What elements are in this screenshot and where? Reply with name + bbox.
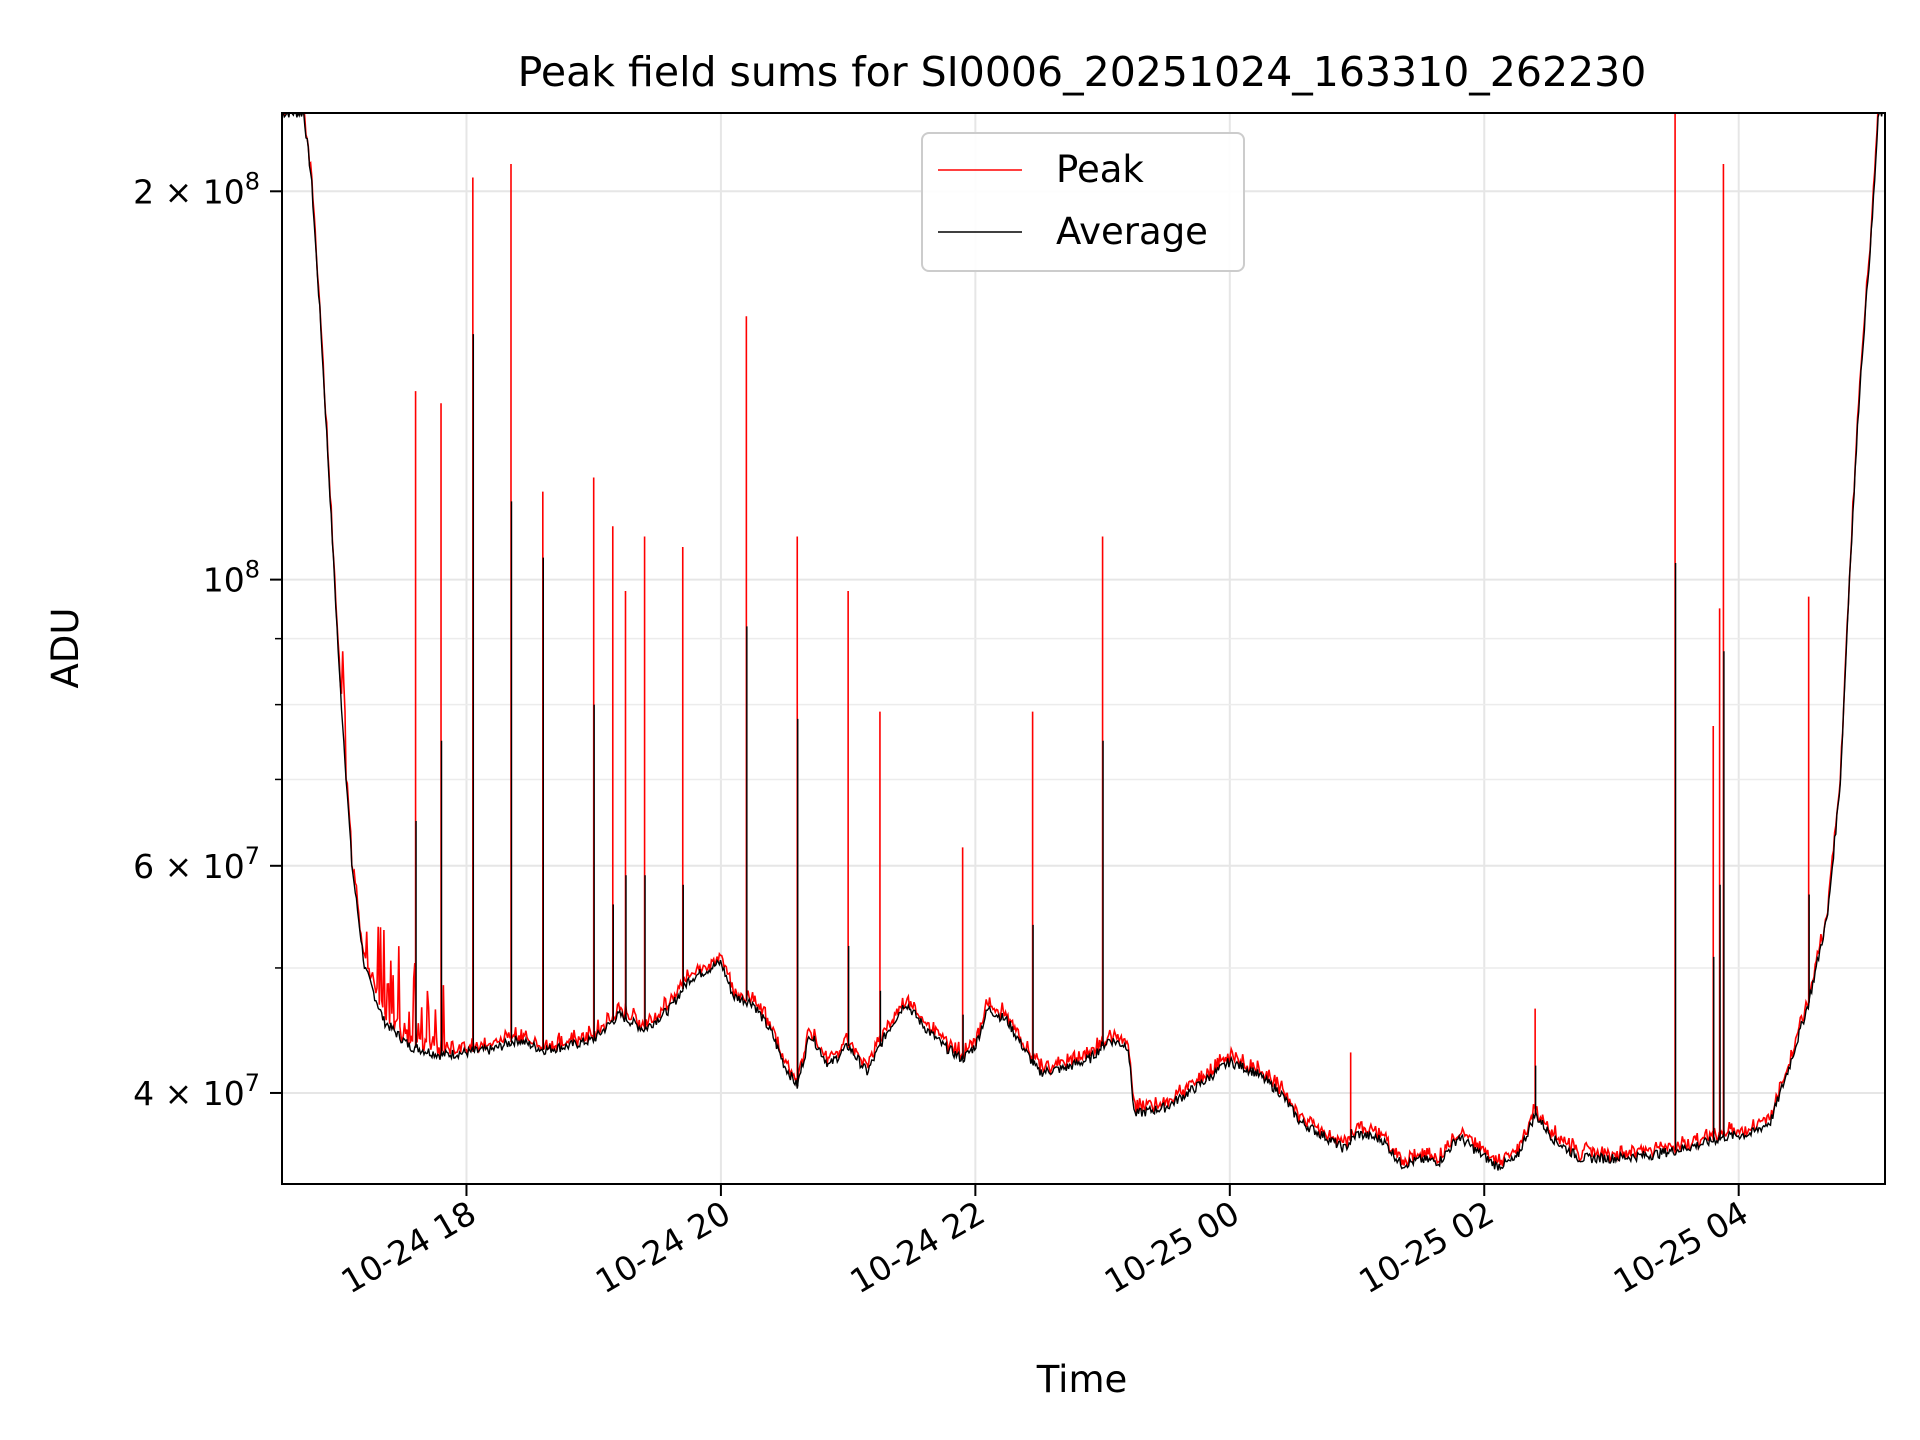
chart-title: Peak field sums for SI0006_20251024_1633… bbox=[518, 48, 1647, 96]
legend: Peak Average bbox=[921, 132, 1245, 272]
y-tick-label: 2 × 108 bbox=[133, 167, 260, 211]
average-series-line bbox=[282, 113, 1885, 1171]
y-tick-label: 4 × 107 bbox=[133, 1069, 260, 1113]
plot-frame bbox=[281, 112, 1886, 1185]
legend-box bbox=[921, 132, 1245, 272]
y-tick-label: 6 × 107 bbox=[133, 842, 260, 886]
series-layer bbox=[282, 113, 1885, 1171]
legend-peak-label: Peak bbox=[1056, 148, 1144, 191]
x-axis-label: Time bbox=[1036, 1358, 1128, 1401]
y-axis-label: ADU bbox=[44, 608, 87, 689]
legend-average-label: Average bbox=[1056, 210, 1208, 253]
